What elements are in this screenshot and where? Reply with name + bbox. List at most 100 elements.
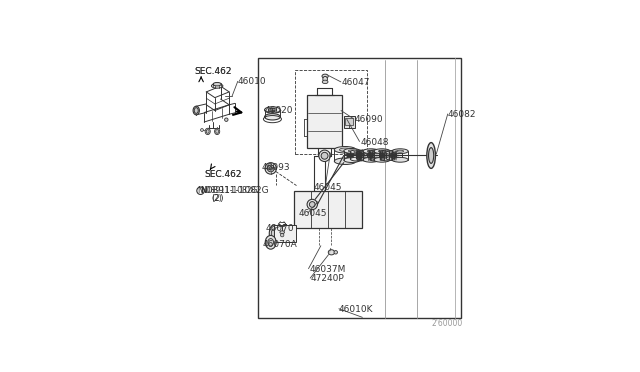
Ellipse shape [269,225,278,242]
Ellipse shape [367,150,374,152]
Ellipse shape [356,151,367,154]
Text: (2): (2) [211,194,222,203]
Ellipse shape [216,129,219,133]
Ellipse shape [344,148,360,153]
Ellipse shape [374,157,390,162]
Ellipse shape [213,83,221,86]
Ellipse shape [271,229,276,238]
Ellipse shape [392,149,408,154]
Text: 46037M: 46037M [309,265,346,274]
Ellipse shape [206,129,209,133]
Ellipse shape [397,150,404,152]
Circle shape [280,233,284,237]
Ellipse shape [205,128,211,135]
Ellipse shape [323,80,328,84]
Ellipse shape [389,157,402,161]
Circle shape [200,129,204,131]
Ellipse shape [380,157,393,161]
Ellipse shape [268,108,276,112]
Ellipse shape [265,163,276,174]
Ellipse shape [339,148,351,151]
Text: 46070A: 46070A [262,240,297,249]
Bar [344,116,355,128]
Ellipse shape [280,231,284,234]
Text: 46045: 46045 [313,183,342,192]
Ellipse shape [429,148,434,163]
Ellipse shape [334,147,356,153]
Ellipse shape [211,84,223,88]
Text: 46090: 46090 [355,115,383,124]
Ellipse shape [370,157,383,161]
Ellipse shape [322,74,328,78]
Ellipse shape [389,152,393,153]
Ellipse shape [374,149,390,154]
Ellipse shape [363,157,379,162]
Ellipse shape [386,157,396,160]
Ellipse shape [265,235,276,249]
Text: 46048: 46048 [361,138,389,147]
Ellipse shape [323,76,328,81]
Text: (2): (2) [211,194,224,203]
Bar [258,58,461,318]
Ellipse shape [393,151,397,153]
Text: SEC.462: SEC.462 [195,67,232,76]
Text: 46070: 46070 [266,224,294,233]
Ellipse shape [309,202,315,207]
Ellipse shape [348,150,355,152]
Circle shape [225,118,228,121]
Text: SEC.462: SEC.462 [204,170,242,179]
Ellipse shape [380,150,393,154]
Ellipse shape [392,157,408,162]
Ellipse shape [350,150,363,154]
Text: 46010K: 46010K [339,305,373,314]
Text: N08911-1082G: N08911-1082G [200,186,258,195]
Text: 2'60000: 2'60000 [431,319,463,328]
Text: 46093: 46093 [262,163,290,172]
Ellipse shape [321,153,328,159]
Bar [295,70,367,154]
Bar [273,225,296,242]
Ellipse shape [385,151,389,153]
Ellipse shape [268,238,273,246]
Ellipse shape [264,114,280,120]
Text: 46047: 46047 [342,78,371,87]
Ellipse shape [334,251,337,254]
Ellipse shape [334,158,356,164]
Ellipse shape [344,158,360,163]
Ellipse shape [194,108,198,113]
Ellipse shape [363,149,379,154]
Ellipse shape [307,199,317,210]
Ellipse shape [374,151,380,153]
Ellipse shape [386,151,396,154]
Ellipse shape [360,150,372,154]
Bar [346,118,353,125]
Ellipse shape [214,128,220,135]
Ellipse shape [269,167,273,170]
Text: SEC.462: SEC.462 [204,170,242,179]
Ellipse shape [356,157,367,160]
Ellipse shape [360,157,372,161]
Ellipse shape [328,250,335,255]
Text: N: N [198,186,204,195]
Ellipse shape [363,151,369,153]
Ellipse shape [319,150,330,161]
Text: 46045: 46045 [298,209,327,218]
Text: 47240P: 47240P [311,275,344,283]
Ellipse shape [268,165,274,172]
Ellipse shape [378,150,385,152]
Ellipse shape [193,106,200,115]
Ellipse shape [389,150,402,154]
Ellipse shape [427,142,435,169]
Text: 46082: 46082 [448,110,476,119]
Bar [294,191,362,228]
Text: N08911-1082G: N08911-1082G [200,186,269,195]
Ellipse shape [359,152,364,153]
Text: SEC.462: SEC.462 [195,67,232,76]
Ellipse shape [350,157,363,161]
Text: 46010: 46010 [238,77,266,86]
Ellipse shape [264,107,280,113]
Text: 46020: 46020 [264,106,293,115]
Ellipse shape [354,151,360,153]
Ellipse shape [370,150,383,154]
Bar [307,95,342,148]
